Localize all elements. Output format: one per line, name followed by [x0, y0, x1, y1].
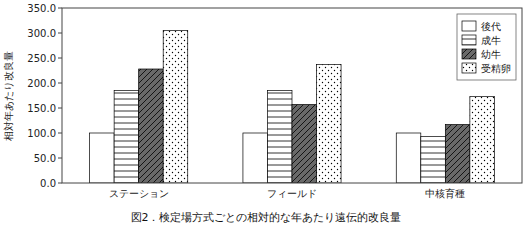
legend-swatch — [462, 21, 476, 31]
y-tick-label: 200.0 — [27, 78, 56, 89]
bar — [267, 91, 292, 184]
bar — [421, 137, 446, 184]
legend-swatch — [462, 63, 476, 73]
y-tick-label: 50.0 — [34, 153, 56, 164]
x-tick-label: 中核育種 — [425, 188, 465, 199]
x-axis: ステーション フィールド 中核育種 — [109, 188, 466, 199]
y-tick-label: 350.0 — [27, 3, 56, 14]
legend-label: 受精卵 — [481, 63, 511, 74]
bar — [114, 91, 139, 184]
legend-swatch — [462, 35, 476, 45]
y-tick-label: 250.0 — [27, 53, 56, 64]
x-tick-label: ステーション — [109, 188, 169, 199]
x-tick-label: フィールド — [267, 188, 317, 199]
y-tick-label: 0.0 — [40, 178, 56, 189]
legend: 後代成牛幼牛受精卵 — [457, 14, 516, 80]
y-tick — [58, 183, 62, 184]
bar — [139, 69, 164, 183]
y-tick — [58, 133, 62, 134]
bar — [445, 125, 470, 184]
bars — [90, 31, 495, 184]
legend-box — [457, 14, 516, 80]
bar — [163, 31, 188, 184]
bar — [243, 133, 268, 183]
bar — [292, 105, 317, 184]
bar — [396, 133, 421, 183]
legend-label: 後代 — [481, 21, 501, 32]
bar — [90, 133, 115, 183]
y-tick — [58, 8, 62, 9]
bar — [317, 65, 342, 184]
y-tick — [58, 83, 62, 84]
legend-swatch — [462, 49, 476, 59]
plot-frame — [62, 8, 522, 183]
legend-label: 成牛 — [481, 35, 501, 46]
y-axis: 0.0 50.0 100.0 150.0 200.0 250.0 300.0 350.0 — [27, 3, 62, 189]
y-tick — [58, 108, 62, 109]
y-tick-label: 150.0 — [27, 103, 56, 114]
y-tick — [58, 158, 62, 159]
legend-label: 幼牛 — [481, 49, 501, 60]
y-tick — [58, 33, 62, 34]
chart: 0.0 50.0 100.0 150.0 200.0 250.0 300.0 350.0 相対年… — [0, 0, 532, 227]
title: 図2．検定場方式ごとの相対的な年あたり遠伝的改良量 — [131, 211, 402, 224]
y-tick — [58, 58, 62, 59]
bar — [470, 97, 495, 184]
y-tick-label: 100.0 — [27, 128, 56, 139]
y-tick-label: 300.0 — [27, 28, 56, 39]
y-axis-label: 相対年あたり改良量 — [3, 51, 14, 141]
